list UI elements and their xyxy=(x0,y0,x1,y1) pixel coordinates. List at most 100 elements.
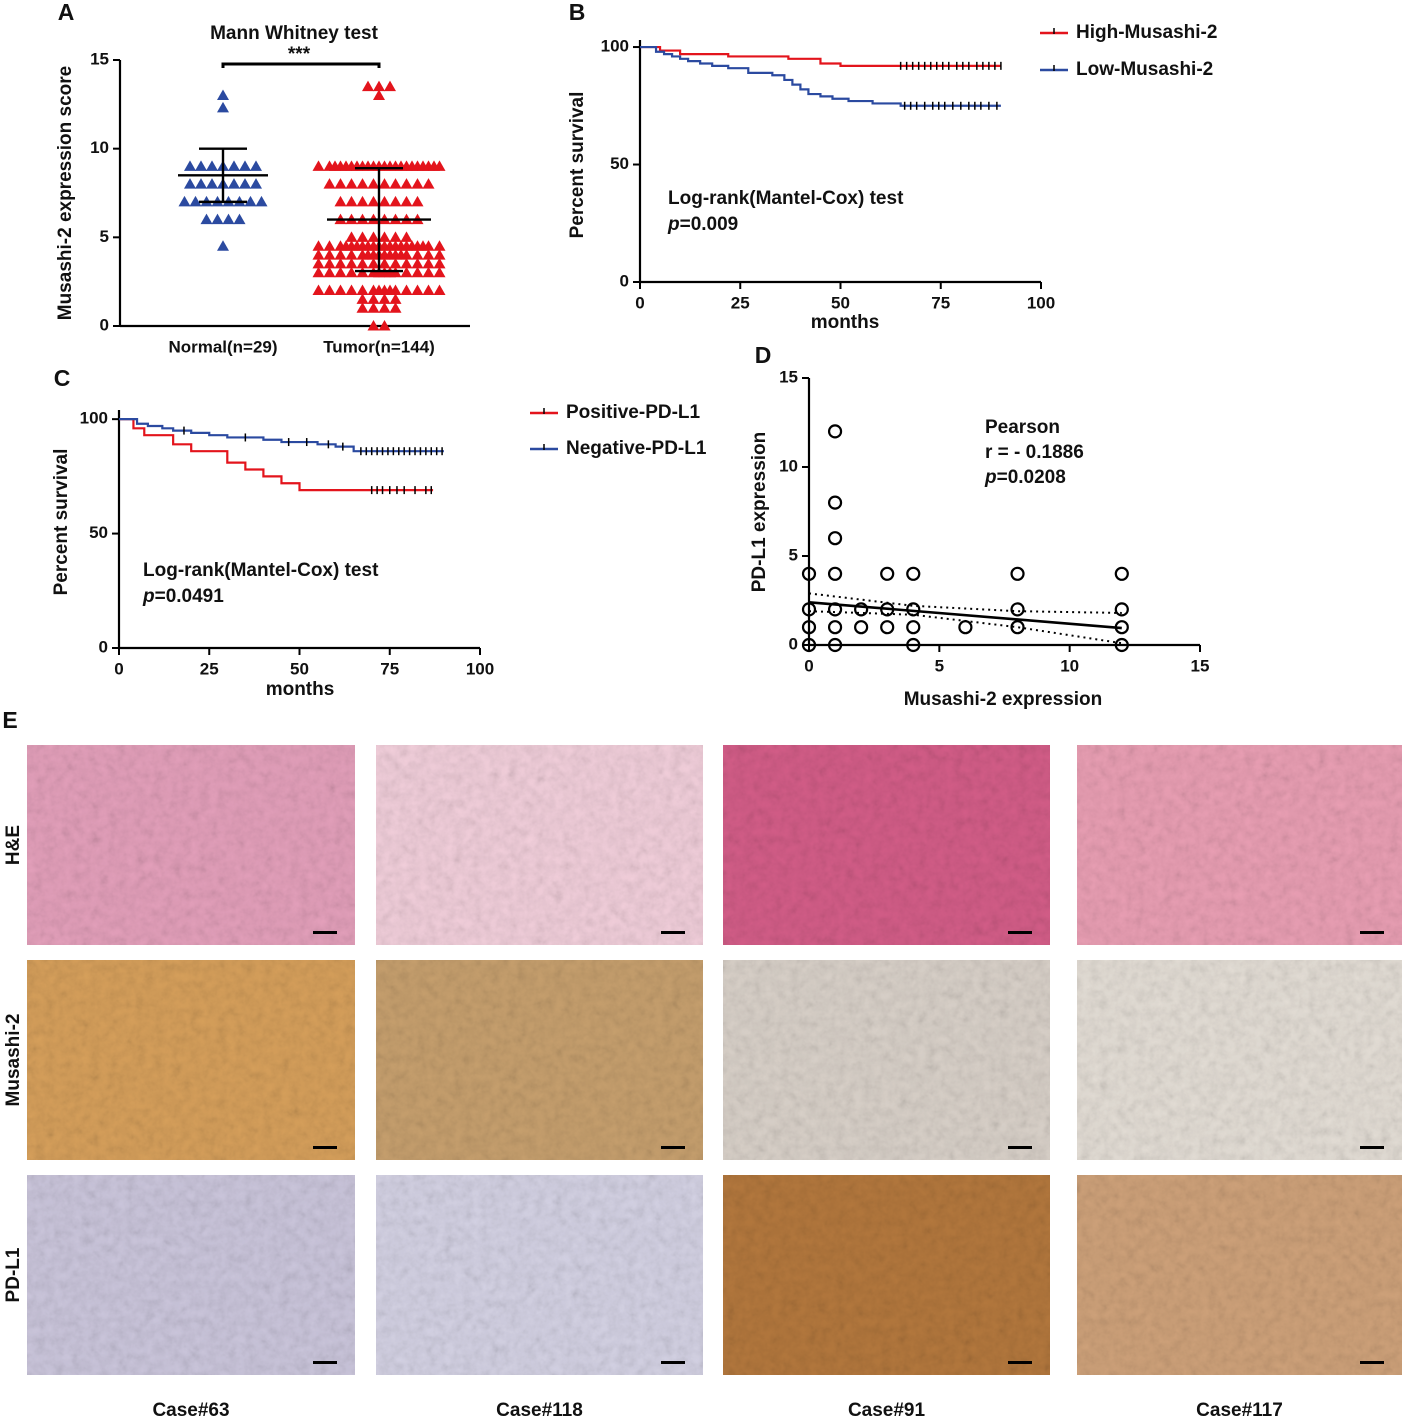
data-point xyxy=(184,160,196,171)
x-tick-label: 15 xyxy=(1191,656,1210,675)
data-point xyxy=(1010,602,1025,617)
data-point xyxy=(211,213,224,225)
data-point xyxy=(228,178,240,189)
x-tick-label: 25 xyxy=(731,293,750,312)
data-point xyxy=(389,195,402,207)
tissue-texture xyxy=(723,745,1050,945)
annotation: Pearson xyxy=(985,417,1060,438)
survival-curve xyxy=(640,45,1001,67)
chart: 0 5 10 15 Musashi-2 expression score Mann Whi… xyxy=(55,23,470,356)
data-point xyxy=(1114,602,1129,617)
data-point xyxy=(389,178,402,189)
data-point xyxy=(378,231,391,242)
x-tick-label: 10 xyxy=(1060,656,1079,675)
annotation: p=0.009 xyxy=(667,214,738,235)
y-tick-label: 0 xyxy=(99,637,108,656)
data-point xyxy=(312,266,325,278)
data-point xyxy=(323,178,336,189)
data-point xyxy=(389,257,402,269)
data-point xyxy=(312,240,325,251)
data-point xyxy=(378,195,391,207)
data-point xyxy=(880,620,895,635)
data-point xyxy=(362,80,374,92)
data-point xyxy=(411,178,424,189)
data-point xyxy=(389,231,402,242)
scale-bar xyxy=(661,1146,685,1149)
data-point xyxy=(406,240,418,251)
data-point xyxy=(422,257,435,269)
legend-label: Low-Musashi-2 xyxy=(1076,59,1213,80)
y-tick-label: 10 xyxy=(90,138,109,157)
data-point xyxy=(406,160,418,171)
data-point xyxy=(356,284,369,296)
data-point xyxy=(827,495,843,510)
data-point xyxy=(312,257,325,269)
scale-bar xyxy=(1008,1361,1032,1364)
x-tick-label: 0 xyxy=(804,656,813,675)
data-point xyxy=(384,240,396,251)
data-point xyxy=(206,178,218,189)
data-point xyxy=(906,620,921,635)
x-tick-label: 25 xyxy=(200,659,219,678)
case-label: Case#63 xyxy=(152,1400,229,1421)
data-point xyxy=(827,566,843,581)
data-point xyxy=(312,249,325,260)
y-tick-label: 50 xyxy=(89,523,108,542)
data-point xyxy=(801,620,817,635)
scale-bar xyxy=(313,1361,337,1364)
data-point xyxy=(367,231,380,242)
scale-bar xyxy=(1360,931,1384,934)
x-tick-label: Tumor(n=144) xyxy=(323,337,435,356)
tissue-texture xyxy=(1077,1175,1402,1375)
annotation: Log-rank(Mantel-Cox) test xyxy=(143,560,379,581)
y-axis-label: Percent survival xyxy=(51,449,72,596)
data-point xyxy=(334,195,347,207)
data-point xyxy=(323,249,336,260)
data-point xyxy=(244,195,257,207)
error-bar xyxy=(355,166,403,273)
y-tick-label: 5 xyxy=(100,227,109,246)
data-point xyxy=(233,213,246,225)
data-point xyxy=(189,195,202,207)
legend-label: Positive-PD-L1 xyxy=(566,402,701,423)
data-point xyxy=(334,284,347,296)
data-point xyxy=(340,240,352,251)
data-point xyxy=(422,249,435,260)
x-tick-label: 75 xyxy=(931,293,950,312)
annotation: r = - 0.1886 xyxy=(985,442,1084,463)
data-point xyxy=(323,266,336,278)
data-point xyxy=(329,160,341,171)
data-point xyxy=(195,160,207,171)
data-point xyxy=(255,195,268,207)
annotation: p=0.0208 xyxy=(984,467,1066,488)
data-point xyxy=(400,178,413,189)
data-point xyxy=(395,249,407,260)
annotation: Log-rank(Mantel-Cox) test xyxy=(668,188,904,209)
data-point xyxy=(428,160,440,171)
case-label: Case#117 xyxy=(1196,1400,1283,1421)
data-point xyxy=(854,602,869,617)
data-point xyxy=(384,80,396,92)
scale-bar xyxy=(661,931,685,934)
data-point xyxy=(433,257,446,269)
data-point xyxy=(906,637,921,653)
data-point xyxy=(827,424,843,439)
data-point xyxy=(250,160,262,171)
data-point xyxy=(367,178,380,189)
x-axis-label: Musashi-2 expression xyxy=(904,689,1103,710)
data-point xyxy=(367,293,380,304)
significance: *** xyxy=(288,44,311,65)
y-axis-label: Musashi-2 expression score xyxy=(55,66,76,321)
data-point xyxy=(217,240,229,251)
data-point xyxy=(323,284,336,296)
data-point xyxy=(362,249,374,260)
data-point xyxy=(356,195,369,207)
data-point xyxy=(323,257,336,269)
panel-label: A xyxy=(58,0,75,25)
tissue-texture xyxy=(27,745,355,945)
data-point xyxy=(422,266,435,278)
data-point xyxy=(345,284,358,296)
panel-label: E xyxy=(2,707,17,733)
data-point xyxy=(373,284,385,296)
